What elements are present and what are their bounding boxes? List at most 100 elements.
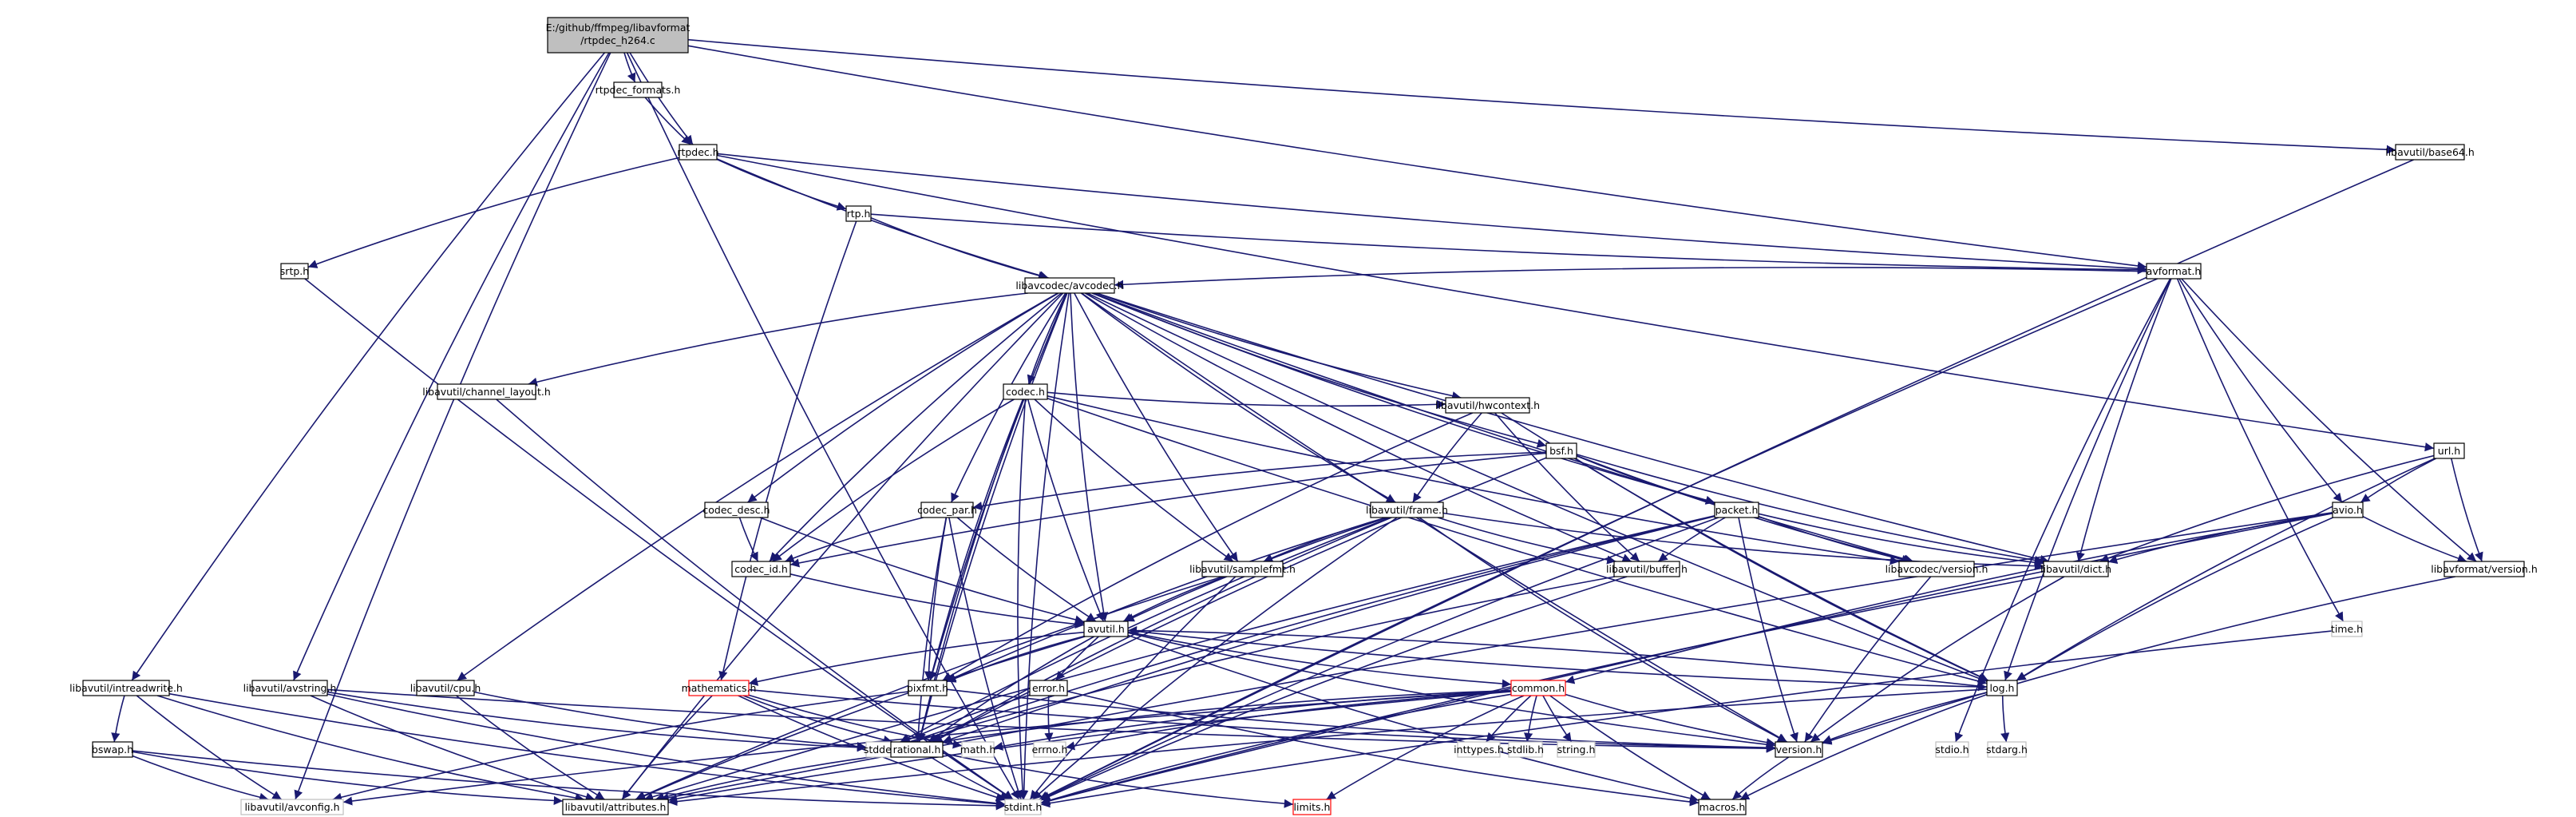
edge-rtpdec-to-srtp xyxy=(307,157,680,268)
node-label: avutil.h xyxy=(1087,623,1125,635)
edge-mathematics-to-version xyxy=(748,688,1776,753)
node-url[interactable]: url.h xyxy=(2433,442,2465,459)
node-stdarg[interactable]: stdarg.h xyxy=(1986,741,2028,758)
node-base64[interactable]: libavutil/base64.h xyxy=(2385,144,2475,161)
node-samplefmt[interactable]: libavutil/samplefmt.h xyxy=(1189,561,1296,577)
node-mathematics[interactable]: mathematics.h xyxy=(682,680,757,696)
node-error[interactable]: error.h xyxy=(1029,680,1068,696)
edge-url-to-lavf_version xyxy=(2451,458,2483,562)
edge-lavf_version-to-version xyxy=(1822,576,2456,745)
node-label: avio.h xyxy=(2333,504,2363,516)
node-box xyxy=(1545,442,1577,459)
node-box xyxy=(2395,144,2465,161)
edge-rtp-to-avcodec xyxy=(870,217,1048,280)
node-dict[interactable]: libavutil/dict.h xyxy=(2040,561,2111,577)
edge-avcodec-to-channel_layout xyxy=(528,292,1028,387)
node-avconfig[interactable]: libavutil/avconfig.h xyxy=(240,799,344,815)
edge-bsf-to-codec_par xyxy=(972,451,1547,511)
node-limits[interactable]: limits.h xyxy=(1292,799,1332,815)
node-box xyxy=(2331,621,2363,637)
edge-codec-to-avutil xyxy=(1027,399,1105,622)
node-bswap[interactable]: bswap.h xyxy=(92,741,133,758)
edge-codec-to-samplefmt xyxy=(1034,399,1234,562)
edge-packet-to-rational xyxy=(942,515,1715,744)
edge-avcodec-to-packet xyxy=(1091,292,1715,505)
node-bsf[interactable]: bsf.h xyxy=(1545,442,1577,459)
edge-rtpdec-to-avcodec xyxy=(716,158,1049,280)
node-packet[interactable]: packet.h xyxy=(1714,502,1759,518)
node-codec-par[interactable]: codec_par.h xyxy=(917,502,977,518)
edge-avio-to-lavf_version xyxy=(2362,515,2467,563)
node-label: libavutil/attributes.h xyxy=(565,801,667,813)
edge-avutil-to-macros xyxy=(1127,634,1700,803)
edge-avio-to-log xyxy=(2016,517,2333,681)
node-box xyxy=(688,680,750,696)
node-macros[interactable]: macros.h xyxy=(1698,799,1747,815)
node-codec-desc[interactable]: codec_desc.h xyxy=(702,502,770,518)
node-label: avformat.h xyxy=(2147,265,2202,277)
node-stdio[interactable]: stdio.h xyxy=(1935,741,1969,758)
node-codec[interactable]: codec.h xyxy=(1003,383,1048,400)
node-channel-layout[interactable]: libavutil/channel_layout.h xyxy=(422,383,551,400)
edge-avformat-to-lavf_version xyxy=(2181,278,2477,562)
node-cpu[interactable]: libavutil/cpu.h xyxy=(410,680,481,696)
node-attributes[interactable]: libavutil/attributes.h xyxy=(562,799,669,815)
node-hwcontext[interactable]: libavutil/hwcontext.h xyxy=(1435,397,1540,414)
edge-avcodec-to-version xyxy=(1081,292,1787,743)
edge-avcodec-to-buffer xyxy=(1084,292,1632,562)
edge-bsf-to-codec_id xyxy=(789,452,1547,568)
node-avio[interactable]: avio.h xyxy=(2332,502,2364,518)
edge-cpu-to-stddef xyxy=(473,691,867,752)
node-label: rtpdec_formats.h xyxy=(596,84,681,96)
node-pixfmt[interactable]: pixfmt.h xyxy=(907,680,948,696)
node-common[interactable]: common.h xyxy=(1510,680,1566,696)
edge-avstring-to-version xyxy=(326,688,1776,753)
edge-avutil-to-mathematics xyxy=(748,631,1085,686)
node-srtp[interactable]: srtp.h xyxy=(280,263,309,280)
node-errno[interactable]: errno.h xyxy=(1032,741,1068,758)
node-inttypes[interactable]: inttypes.h xyxy=(1454,741,1504,758)
node-root[interactable]: E:/github/ffmpeg/libavformat/rtpdec_h264… xyxy=(546,17,690,54)
node-box xyxy=(1698,799,1747,815)
node-lavc-version[interactable]: libavcodec/version.h xyxy=(1886,561,1988,577)
edge-root-to-avconfig xyxy=(294,52,611,800)
edge-avutil-to-rational xyxy=(928,636,1094,743)
node-frame[interactable]: libavutil/frame.h xyxy=(1366,502,1448,518)
node-avformat[interactable]: avformat.h xyxy=(2146,263,2202,280)
edge-codec_desc-to-codec_id xyxy=(738,517,759,562)
node-codec-id[interactable]: codec_id.h xyxy=(731,561,791,577)
node-log[interactable]: log.h xyxy=(1986,680,2018,696)
edge-hwcontext-to-pixfmt xyxy=(942,412,1474,681)
node-lavf-version[interactable]: libavformat/version.h xyxy=(2431,561,2538,577)
edge-version-to-macros xyxy=(1731,756,1790,800)
node-math[interactable]: math.h xyxy=(960,741,996,758)
node-label: common.h xyxy=(1512,682,1565,694)
node-stdint[interactable]: stdint.h xyxy=(1004,799,1043,815)
node-rtpdec[interactable]: rtpdec.h xyxy=(677,144,719,161)
node-avutil[interactable]: avutil.h xyxy=(1083,621,1129,637)
node-box xyxy=(1024,277,1115,294)
node-box xyxy=(2146,263,2202,280)
node-label: codec_desc.h xyxy=(702,504,770,516)
node-version[interactable]: version.h xyxy=(1775,741,1823,758)
edge-frame-to-buffer xyxy=(1437,517,1616,565)
node-box xyxy=(890,741,944,758)
node-rtp[interactable]: rtp.h xyxy=(845,205,872,222)
edge-avutil-to-common xyxy=(1127,631,1512,688)
edge-codec-to-log xyxy=(1047,398,1988,686)
node-box xyxy=(1986,680,2018,696)
node-intreadwrite[interactable]: libavutil/intreadwrite.h xyxy=(69,680,183,696)
node-label: /rtpdec_h264.c xyxy=(580,34,655,46)
node-avstring[interactable]: libavutil/avstring.h xyxy=(243,680,337,696)
edge-dict-to-version xyxy=(1810,576,2065,743)
node-rational[interactable]: rational.h xyxy=(890,741,944,758)
node-stdlib[interactable]: stdlib.h xyxy=(1507,741,1544,758)
node-time[interactable]: time.h xyxy=(2331,621,2363,637)
node-rtpdec-formats[interactable]: rtpdec_formats.h xyxy=(596,81,681,98)
node-box xyxy=(961,741,995,758)
node-avcodec[interactable]: libavcodec/avcodec.h xyxy=(1015,277,1124,294)
edge-bswap-to-attributes xyxy=(132,751,564,806)
node-string[interactable]: string.h xyxy=(1557,741,1596,758)
node-label: codec.h xyxy=(1006,386,1045,398)
node-buffer[interactable]: libavutil/buffer.h xyxy=(1606,561,1688,577)
